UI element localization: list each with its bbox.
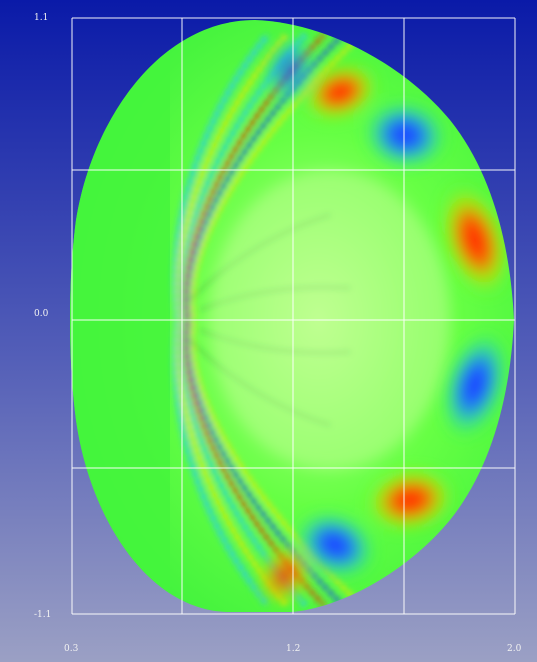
wavefront-upper (179, 32, 308, 319)
y-tick-label: 0.0 (34, 309, 49, 319)
x-axis: 0.3 1.2 2.0 (64, 644, 522, 654)
wavefront-lower (172, 321, 271, 608)
y-tick-label: -1.1 (34, 610, 51, 620)
grid (71, 17, 516, 615)
x-tick-label: 1.2 (286, 644, 300, 654)
x-tick-label: 0.3 (64, 644, 79, 654)
wavefront-lower (179, 321, 308, 608)
mode-blobs (254, 33, 513, 610)
y-tick-label: 1.1 (34, 13, 48, 23)
wavefront-upper (176, 33, 289, 319)
wavefront-upper (172, 32, 271, 319)
x-tick-label: 2.0 (507, 644, 522, 654)
y-axis: 1.1 0.0 -1.1 (34, 13, 51, 620)
